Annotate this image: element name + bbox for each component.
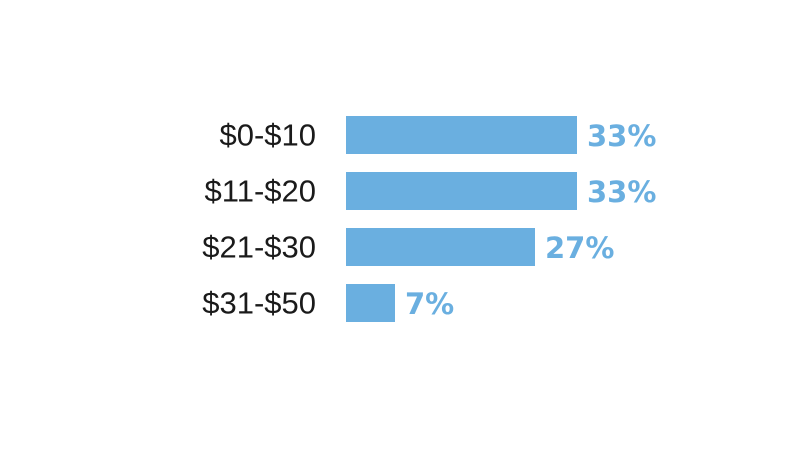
bar (346, 116, 577, 154)
bar (346, 228, 535, 266)
value-label: 33% (587, 119, 656, 153)
category-label: $11-$20 (205, 174, 316, 209)
category-label: $31-$50 (202, 286, 316, 321)
bar (346, 284, 395, 322)
category-label: $21-$30 (202, 230, 316, 265)
bars-group: $0-$10 33% $11-$20 33% $21-$30 27% $31-$50 7% (202, 116, 656, 322)
category-label: $0-$10 (219, 118, 316, 153)
value-label: 27% (545, 231, 614, 265)
bar (346, 172, 577, 210)
value-label: 7% (405, 287, 454, 321)
value-label: 33% (587, 175, 656, 209)
